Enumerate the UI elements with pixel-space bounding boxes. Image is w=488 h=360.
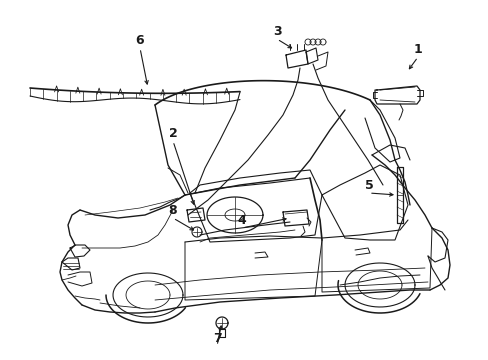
Text: 1: 1 xyxy=(413,42,422,55)
Text: 4: 4 xyxy=(237,213,246,226)
Text: 3: 3 xyxy=(272,24,281,37)
Text: 2: 2 xyxy=(168,126,177,140)
Text: 6: 6 xyxy=(135,33,144,46)
Text: 8: 8 xyxy=(168,203,177,216)
Text: 5: 5 xyxy=(364,179,373,192)
Text: 7: 7 xyxy=(212,332,221,345)
